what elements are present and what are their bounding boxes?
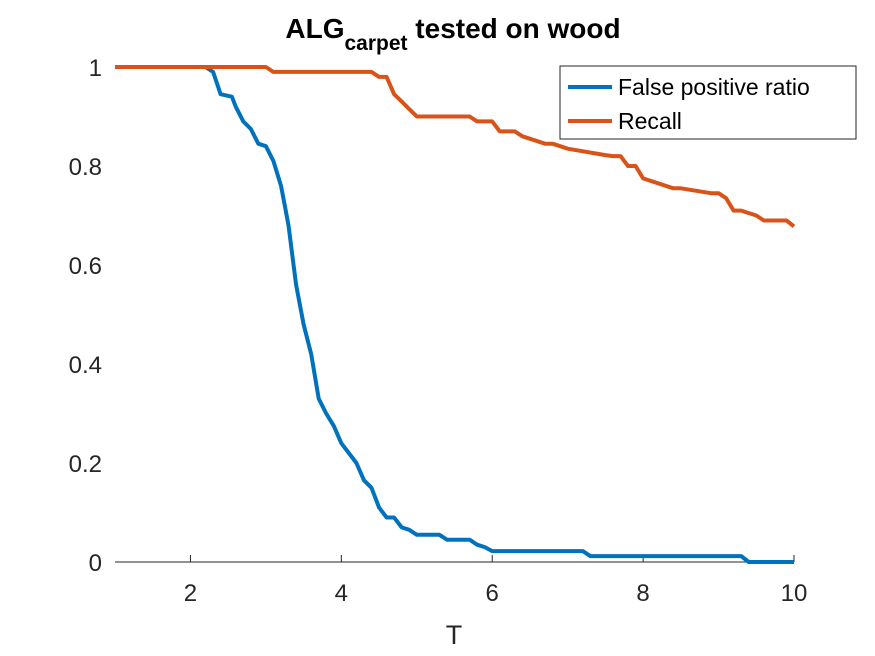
x-tick-label: 10 xyxy=(781,580,808,607)
series-line-false-positive-ratio xyxy=(115,65,794,564)
chart-title-main: ALG xyxy=(285,13,344,44)
y-tick-label: 0.6 xyxy=(69,253,102,280)
x-axis-ticks: 2 4 6 8 10 xyxy=(184,555,808,607)
legend: False positive ratio Recall xyxy=(559,65,857,140)
legend-box xyxy=(559,65,857,140)
series-lines xyxy=(115,65,796,564)
chart-title-suffix: tested on wood xyxy=(408,13,621,44)
legend-label-false-positive-ratio: False positive ratio xyxy=(618,74,810,100)
x-tick-label: 8 xyxy=(636,580,649,607)
x-axis-label: T xyxy=(446,620,463,650)
y-tick-label: 1 xyxy=(89,55,102,82)
y-tick-label: 0 xyxy=(89,550,102,577)
chart-title-subscript: carpet xyxy=(344,32,407,55)
x-tick-label: 2 xyxy=(184,580,197,607)
y-tick-label: 0.8 xyxy=(69,154,102,181)
y-axis-ticks: 0 0.2 0.4 0.6 0.8 1 xyxy=(69,55,102,577)
series-line-recall xyxy=(115,65,796,228)
y-tick-label: 0.2 xyxy=(69,451,102,478)
chart-title: ALGcarpet tested on wood xyxy=(285,13,620,55)
legend-label-recall: Recall xyxy=(618,108,682,134)
plot-area: 2 4 6 8 10 0 0.2 0.4 0.6 0.8 1 xyxy=(69,55,808,607)
x-tick-label: 6 xyxy=(486,580,499,607)
y-tick-label: 0.4 xyxy=(69,352,102,379)
x-tick-label: 4 xyxy=(335,580,348,607)
